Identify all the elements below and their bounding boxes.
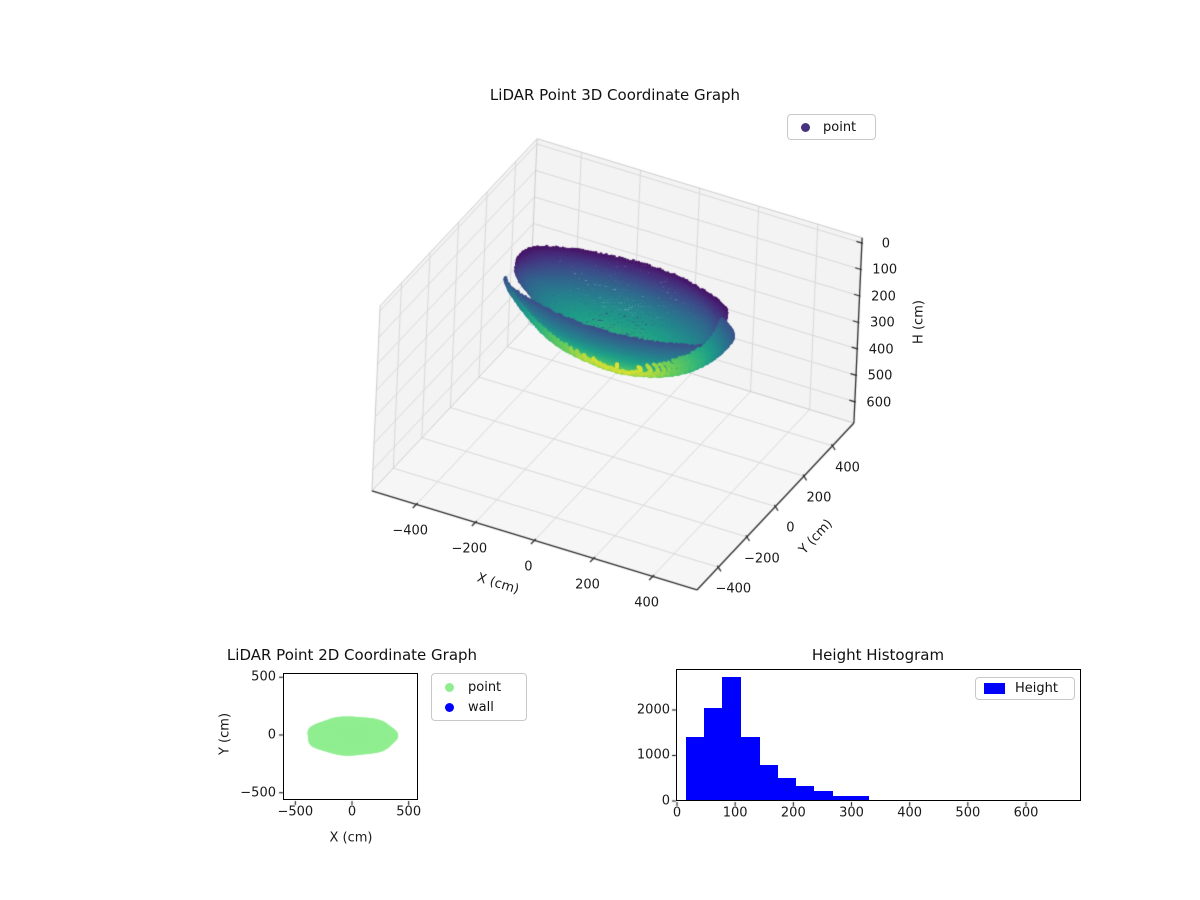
plot3d-y-tick-label: 200 xyxy=(806,490,832,506)
plot3d-h-tick-label: 400 xyxy=(868,342,894,358)
plot3d-title: LiDAR Point 3D Coordinate Graph xyxy=(489,86,741,104)
plot2d-y-tick-label: 0 xyxy=(267,727,276,743)
plot2d-legend-row-point: point xyxy=(445,677,501,697)
plot3d-h-tick-label: 300 xyxy=(869,315,895,331)
histogram-bar xyxy=(777,778,797,800)
plot3d-x-tick-label: 400 xyxy=(634,595,660,611)
histogram-bar xyxy=(832,796,852,800)
histogram-bar xyxy=(722,676,742,800)
histogram-x-tick-label: 0 xyxy=(672,805,682,821)
histogram-axes xyxy=(676,669,1081,801)
plot2d-x-axis-label: X (cm) xyxy=(329,830,373,846)
plot3d-legend-label: point xyxy=(823,119,857,135)
plot2d-legend-label-point: point xyxy=(468,679,502,695)
plot2d-axes xyxy=(283,673,418,800)
histogram-bar xyxy=(740,737,760,800)
plot3d-h-tick-label: 0 xyxy=(881,236,891,252)
plot2d-y-axis-label: Y (cm) xyxy=(217,712,233,756)
plot3d-x-tick-label: −400 xyxy=(392,523,429,539)
histogram-bar xyxy=(685,737,705,800)
plot3d-legend: point xyxy=(787,114,876,140)
plot2d-x-tick-label: −500 xyxy=(277,804,314,820)
histogram-bar xyxy=(850,796,870,800)
histogram-x-tick-label: 100 xyxy=(722,805,748,821)
plot2d-y-tick-label: −500 xyxy=(240,785,276,801)
histogram-x-tick-label: 300 xyxy=(839,805,864,821)
plot2d-y-tick-label: 500 xyxy=(251,669,276,685)
plot3d-y-tick-label: 0 xyxy=(786,520,795,536)
histogram-bars xyxy=(677,670,1080,800)
plot3d-y-tick-label: −400 xyxy=(715,581,752,597)
plot2d-legend-row-wall: wall xyxy=(445,697,494,717)
plot3d-h-axis-label: H (cm) xyxy=(911,300,927,344)
height-swatch-icon xyxy=(984,683,1005,694)
histogram-y-tick-label: 2000 xyxy=(636,702,670,718)
plot2d-x-tick-label: 0 xyxy=(347,804,357,820)
histogram-bar xyxy=(704,708,723,800)
plot2d-legend-label-wall: wall xyxy=(468,699,494,715)
plot2d-title: LiDAR Point 2D Coordinate Graph xyxy=(226,646,478,664)
histogram-y-tick-label: 1000 xyxy=(636,747,670,763)
histogram-bar xyxy=(795,785,815,800)
histogram-title: Height Histogram xyxy=(811,646,945,664)
plot3d-h-tick-label: 100 xyxy=(872,262,898,278)
histogram-x-tick-label: 400 xyxy=(897,805,923,821)
histogram-bar xyxy=(759,765,778,800)
histogram-bar xyxy=(813,790,833,800)
plot3d-y-tick-label: −200 xyxy=(744,551,780,567)
plot3d-y-tick-label: 400 xyxy=(835,460,860,476)
wall-marker-icon xyxy=(445,702,454,712)
plot3d-x-tick-label: 0 xyxy=(524,559,533,575)
plot2d-x-tick-label: 500 xyxy=(396,804,422,820)
histogram-legend-label: Height xyxy=(1015,681,1058,696)
histogram-x-tick-label: 500 xyxy=(955,805,981,821)
histogram-x-tick-label: 200 xyxy=(780,805,806,821)
plot3d-h-tick-label: 500 xyxy=(867,368,893,384)
histogram-legend: Height xyxy=(975,677,1075,700)
point-marker-icon xyxy=(445,682,454,692)
point-marker-icon xyxy=(801,122,810,132)
plot3d-x-tick-label: −200 xyxy=(451,541,488,557)
histogram-x-tick-label: 600 xyxy=(1013,805,1039,821)
plot3d-h-tick-label: 600 xyxy=(866,395,892,411)
plot2d-legend: point wall xyxy=(431,673,527,721)
plot3d-x-tick-label: 200 xyxy=(575,577,600,593)
plot3d-h-tick-label: 200 xyxy=(871,289,896,305)
histogram-y-tick-label: 0 xyxy=(661,793,670,809)
